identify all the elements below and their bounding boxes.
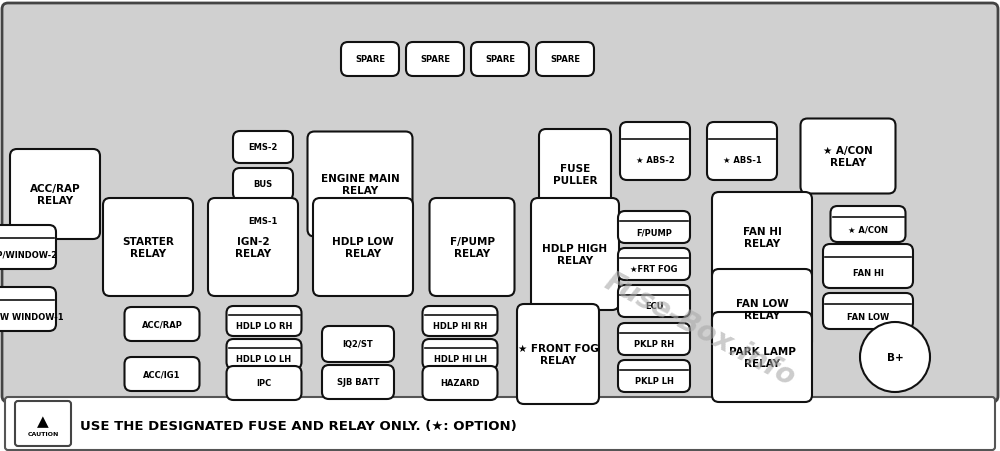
FancyBboxPatch shape (618, 285, 690, 318)
FancyBboxPatch shape (823, 244, 913, 288)
Text: ACC/RAP
RELAY: ACC/RAP RELAY (30, 184, 80, 205)
FancyBboxPatch shape (618, 249, 690, 281)
Text: Fuse-Box.info: Fuse-Box.info (600, 267, 800, 391)
FancyBboxPatch shape (322, 365, 394, 399)
Text: SPARE: SPARE (485, 55, 515, 64)
FancyBboxPatch shape (423, 306, 498, 336)
FancyBboxPatch shape (227, 339, 302, 369)
FancyBboxPatch shape (531, 198, 619, 310)
FancyBboxPatch shape (471, 43, 529, 77)
Text: HDLP LOW
RELAY: HDLP LOW RELAY (332, 237, 394, 258)
Text: F/PUMP: F/PUMP (636, 228, 672, 237)
Text: ENGINE MAIN
RELAY: ENGINE MAIN RELAY (321, 174, 399, 195)
Text: HDLP LO RH: HDLP LO RH (236, 321, 292, 330)
Text: HDLP LO LH: HDLP LO LH (236, 354, 292, 363)
FancyBboxPatch shape (707, 123, 777, 180)
FancyBboxPatch shape (5, 397, 995, 450)
FancyBboxPatch shape (208, 198, 298, 296)
Text: HAZARD: HAZARD (440, 379, 480, 388)
FancyBboxPatch shape (406, 43, 464, 77)
Text: ★ P/WINDOW-2: ★ P/WINDOW-2 (0, 249, 58, 258)
FancyBboxPatch shape (103, 198, 193, 296)
Text: IPC: IPC (256, 379, 272, 388)
FancyBboxPatch shape (830, 207, 906, 243)
Text: ★ A/CON: ★ A/CON (848, 226, 888, 235)
Text: USE THE DESIGNATED FUSE AND RELAY ONLY. (★: OPTION): USE THE DESIGNATED FUSE AND RELAY ONLY. … (80, 419, 517, 432)
FancyBboxPatch shape (539, 130, 611, 220)
FancyBboxPatch shape (125, 307, 200, 341)
FancyBboxPatch shape (313, 198, 413, 296)
FancyBboxPatch shape (618, 212, 690, 244)
Text: HDLP HIGH
RELAY: HDLP HIGH RELAY (542, 244, 608, 265)
Text: SJB BATT: SJB BATT (337, 377, 379, 387)
Text: ★ ABS-2: ★ ABS-2 (636, 156, 674, 165)
Text: IQ2/ST: IQ2/ST (343, 340, 373, 349)
Text: ★ A/CON
RELAY: ★ A/CON RELAY (823, 146, 873, 167)
Text: SPARE: SPARE (420, 55, 450, 64)
FancyBboxPatch shape (233, 169, 293, 201)
Text: HDLP HI LH: HDLP HI LH (434, 354, 487, 363)
Text: CAUTION: CAUTION (27, 431, 59, 436)
FancyBboxPatch shape (800, 119, 896, 194)
FancyBboxPatch shape (620, 123, 690, 180)
Text: FAN LOW
RELAY: FAN LOW RELAY (736, 299, 788, 320)
FancyBboxPatch shape (712, 269, 812, 349)
FancyBboxPatch shape (517, 304, 599, 404)
Text: BUS: BUS (253, 180, 273, 189)
FancyBboxPatch shape (227, 306, 302, 336)
Text: ACC/IG1: ACC/IG1 (143, 370, 181, 379)
Text: PKLP RH: PKLP RH (634, 340, 674, 349)
Circle shape (860, 322, 930, 392)
FancyBboxPatch shape (536, 43, 594, 77)
Text: STARTER
RELAY: STARTER RELAY (122, 237, 174, 258)
Text: EMS-1: EMS-1 (248, 217, 278, 226)
Text: SPARE: SPARE (355, 55, 385, 64)
FancyBboxPatch shape (712, 193, 812, 282)
Text: ★FRT FOG: ★FRT FOG (630, 265, 678, 274)
Text: PARK LAMP
RELAY: PARK LAMP RELAY (729, 346, 795, 368)
FancyBboxPatch shape (10, 150, 100, 239)
Text: FAN HI: FAN HI (853, 268, 883, 277)
FancyBboxPatch shape (430, 198, 514, 296)
FancyBboxPatch shape (618, 323, 690, 355)
Text: ECU: ECU (645, 302, 663, 311)
FancyBboxPatch shape (423, 366, 498, 400)
FancyBboxPatch shape (823, 293, 913, 329)
FancyBboxPatch shape (233, 206, 293, 238)
Text: B+: B+ (887, 352, 903, 362)
FancyBboxPatch shape (233, 132, 293, 164)
FancyBboxPatch shape (618, 360, 690, 392)
Text: ACC/RAP: ACC/RAP (142, 320, 182, 329)
Text: FUSE
PULLER: FUSE PULLER (553, 164, 597, 185)
FancyBboxPatch shape (0, 287, 56, 331)
FancyBboxPatch shape (341, 43, 399, 77)
FancyBboxPatch shape (2, 4, 998, 402)
FancyBboxPatch shape (322, 326, 394, 362)
Text: F/PUMP
RELAY: F/PUMP RELAY (450, 237, 495, 258)
Text: FAN LOW: FAN LOW (847, 312, 889, 321)
Text: SPARE: SPARE (550, 55, 580, 64)
FancyBboxPatch shape (712, 312, 812, 402)
FancyBboxPatch shape (308, 132, 413, 237)
Text: ★ R/W WINDOW-1: ★ R/W WINDOW-1 (0, 311, 64, 320)
Text: HDLP HI RH: HDLP HI RH (433, 321, 487, 330)
FancyBboxPatch shape (15, 401, 71, 446)
Text: EMS-2: EMS-2 (248, 143, 278, 152)
Text: IGN-2
RELAY: IGN-2 RELAY (235, 237, 271, 258)
Text: FAN HI
RELAY: FAN HI RELAY (743, 227, 781, 248)
FancyBboxPatch shape (125, 357, 200, 391)
Text: ★ FRONT FOG
RELAY: ★ FRONT FOG RELAY (518, 344, 598, 365)
Text: ★ ABS-1: ★ ABS-1 (723, 156, 761, 165)
FancyBboxPatch shape (0, 226, 56, 269)
FancyBboxPatch shape (423, 339, 498, 369)
FancyBboxPatch shape (227, 366, 302, 400)
Text: PKLP LH: PKLP LH (635, 377, 673, 386)
Text: ▲: ▲ (37, 413, 49, 428)
